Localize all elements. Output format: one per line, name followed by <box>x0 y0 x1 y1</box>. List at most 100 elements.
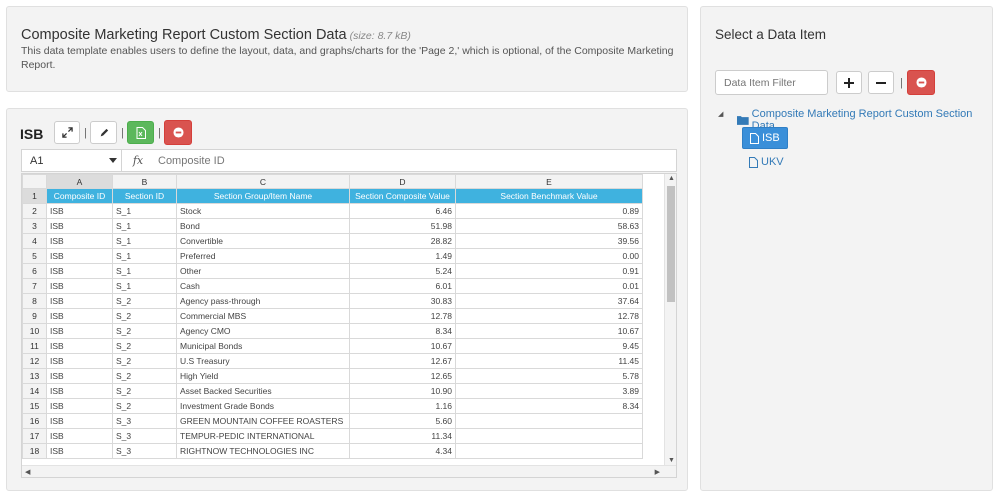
cell-section-id[interactable]: S_2 <box>112 293 177 309</box>
cell-section-id[interactable]: S_2 <box>112 308 177 324</box>
row-header[interactable]: 13 <box>22 368 47 384</box>
cell-composite-value[interactable]: 28.82 <box>349 233 456 249</box>
row-header[interactable]: 16 <box>22 413 47 429</box>
cell-composite-value[interactable]: 6.46 <box>349 203 456 219</box>
expand-button[interactable] <box>54 121 80 144</box>
cell-composite-value[interactable]: 8.34 <box>349 323 456 339</box>
cell-section-name[interactable]: Investment Grade Bonds <box>176 398 350 414</box>
row-header[interactable]: 2 <box>22 203 47 219</box>
data-item-filter-input[interactable] <box>715 70 828 95</box>
cell-section-id[interactable]: S_1 <box>112 203 177 219</box>
cell-composite-id[interactable]: ISB <box>46 398 113 414</box>
cell-benchmark-value[interactable]: 0.00 <box>455 248 643 264</box>
cell-composite-value[interactable]: 30.83 <box>349 293 456 309</box>
cell-section-id[interactable]: S_1 <box>112 248 177 264</box>
cell-benchmark-value[interactable]: 3.89 <box>455 383 643 399</box>
add-item-button[interactable] <box>836 71 862 94</box>
cell-section-id[interactable]: S_2 <box>112 338 177 354</box>
cell-benchmark-value[interactable]: 39.56 <box>455 233 643 249</box>
cell-composite-value[interactable]: 5.60 <box>349 413 456 429</box>
cell-benchmark-value[interactable]: 8.34 <box>455 398 643 414</box>
row-header[interactable]: 11 <box>22 338 47 354</box>
cell-composite-id[interactable]: ISB <box>46 368 113 384</box>
horizontal-scrollbar[interactable]: ◀ ▶ <box>22 465 676 477</box>
cell-benchmark-value[interactable]: 37.64 <box>455 293 643 309</box>
column-header-a[interactable]: A <box>46 174 113 189</box>
cell-benchmark-value[interactable]: 11.45 <box>455 353 643 369</box>
cell-benchmark-value[interactable]: 0.89 <box>455 203 643 219</box>
header-cell-section-name[interactable]: Section Group/Item Name <box>176 188 350 204</box>
column-header-b[interactable]: B <box>112 174 177 189</box>
scroll-right-icon[interactable]: ▶ <box>654 469 660 476</box>
cell-benchmark-value[interactable]: 10.67 <box>455 323 643 339</box>
cell-composite-value[interactable]: 12.78 <box>349 308 456 324</box>
cell-benchmark-value[interactable]: 9.45 <box>455 338 643 354</box>
row-header[interactable]: 14 <box>22 383 47 399</box>
row-header[interactable]: 6 <box>22 263 47 279</box>
scroll-down-icon[interactable]: ▼ <box>668 457 675 464</box>
header-cell-composite-value[interactable]: Section Composite Value <box>349 188 456 204</box>
row-header[interactable]: 5 <box>22 248 47 264</box>
edit-button[interactable] <box>90 121 117 144</box>
cell-section-id[interactable]: S_1 <box>112 263 177 279</box>
cell-section-name[interactable]: GREEN MOUNTAIN COFFEE ROASTERS <box>176 413 350 429</box>
cell-section-name[interactable]: TEMPUR-PEDIC INTERNATIONAL <box>176 428 350 444</box>
cell-section-id[interactable]: S_2 <box>112 368 177 384</box>
cell-composite-id[interactable]: ISB <box>46 383 113 399</box>
export-excel-button[interactable] <box>127 121 154 144</box>
delete-item-button[interactable] <box>907 70 935 95</box>
vertical-scrollbar[interactable]: ▲ ▼ <box>664 174 676 465</box>
cell-section-name[interactable]: Other <box>176 263 350 279</box>
cell-benchmark-value[interactable]: 5.78 <box>455 368 643 384</box>
tree-collapse-toggle-icon[interactable]: ◢ <box>718 111 724 118</box>
collapse-item-button[interactable] <box>868 71 894 94</box>
tree-item-isb[interactable]: ISB <box>742 127 788 149</box>
cell-section-name[interactable]: High Yield <box>176 368 350 384</box>
cell-section-name[interactable]: Convertible <box>176 233 350 249</box>
cell-section-name[interactable]: Cash <box>176 278 350 294</box>
cell-composite-id[interactable]: ISB <box>46 263 113 279</box>
header-cell-benchmark-value[interactable]: Section Benchmark Value <box>455 188 643 204</box>
cell-section-id[interactable]: S_2 <box>112 353 177 369</box>
cell-section-id[interactable]: S_3 <box>112 413 177 429</box>
cell-section-id[interactable]: S_2 <box>112 383 177 399</box>
row-header[interactable]: 15 <box>22 398 47 414</box>
row-header[interactable]: 17 <box>22 428 47 444</box>
select-all-corner[interactable] <box>22 174 47 189</box>
cell-composite-value[interactable]: 12.65 <box>349 368 456 384</box>
column-header-d[interactable]: D <box>349 174 456 189</box>
cell-composite-value[interactable]: 6.01 <box>349 278 456 294</box>
cell-section-id[interactable]: S_3 <box>112 443 177 459</box>
row-header[interactable]: 10 <box>22 323 47 339</box>
remove-button[interactable] <box>164 120 192 145</box>
cell-composite-id[interactable]: ISB <box>46 293 113 309</box>
cell-section-name[interactable]: RIGHTNOW TECHNOLOGIES INC <box>176 443 350 459</box>
cell-composite-id[interactable]: ISB <box>46 233 113 249</box>
cell-composite-value[interactable]: 1.49 <box>349 248 456 264</box>
row-header[interactable]: 4 <box>22 233 47 249</box>
cell-section-name[interactable]: Bond <box>176 218 350 234</box>
formula-input[interactable]: Composite ID <box>158 154 225 167</box>
cell-composite-id[interactable]: ISB <box>46 443 113 459</box>
cell-composite-id[interactable]: ISB <box>46 353 113 369</box>
cell-composite-value[interactable]: 4.34 <box>349 443 456 459</box>
cell-section-id[interactable]: S_2 <box>112 398 177 414</box>
cell-composite-value[interactable]: 5.24 <box>349 263 456 279</box>
cell-section-name[interactable]: Asset Backed Securities <box>176 383 350 399</box>
cell-composite-id[interactable]: ISB <box>46 278 113 294</box>
row-header[interactable]: 1 <box>22 188 47 204</box>
column-header-e[interactable]: E <box>455 174 643 189</box>
cell-section-name[interactable]: Stock <box>176 203 350 219</box>
cell-benchmark-value[interactable]: 58.63 <box>455 218 643 234</box>
cell-composite-id[interactable]: ISB <box>46 218 113 234</box>
row-header[interactable]: 12 <box>22 353 47 369</box>
cell-composite-id[interactable]: ISB <box>46 338 113 354</box>
spreadsheet[interactable]: A B C D E 1 Composite ID Section ID Sect… <box>21 173 677 478</box>
tree-item-ukv[interactable]: UKV <box>742 151 791 173</box>
cell-composite-id[interactable]: ISB <box>46 413 113 429</box>
cell-composite-id[interactable]: ISB <box>46 323 113 339</box>
cell-section-id[interactable]: S_2 <box>112 323 177 339</box>
cell-benchmark-value[interactable]: 0.01 <box>455 278 643 294</box>
cell-composite-value[interactable]: 10.90 <box>349 383 456 399</box>
cell-section-id[interactable]: S_1 <box>112 218 177 234</box>
